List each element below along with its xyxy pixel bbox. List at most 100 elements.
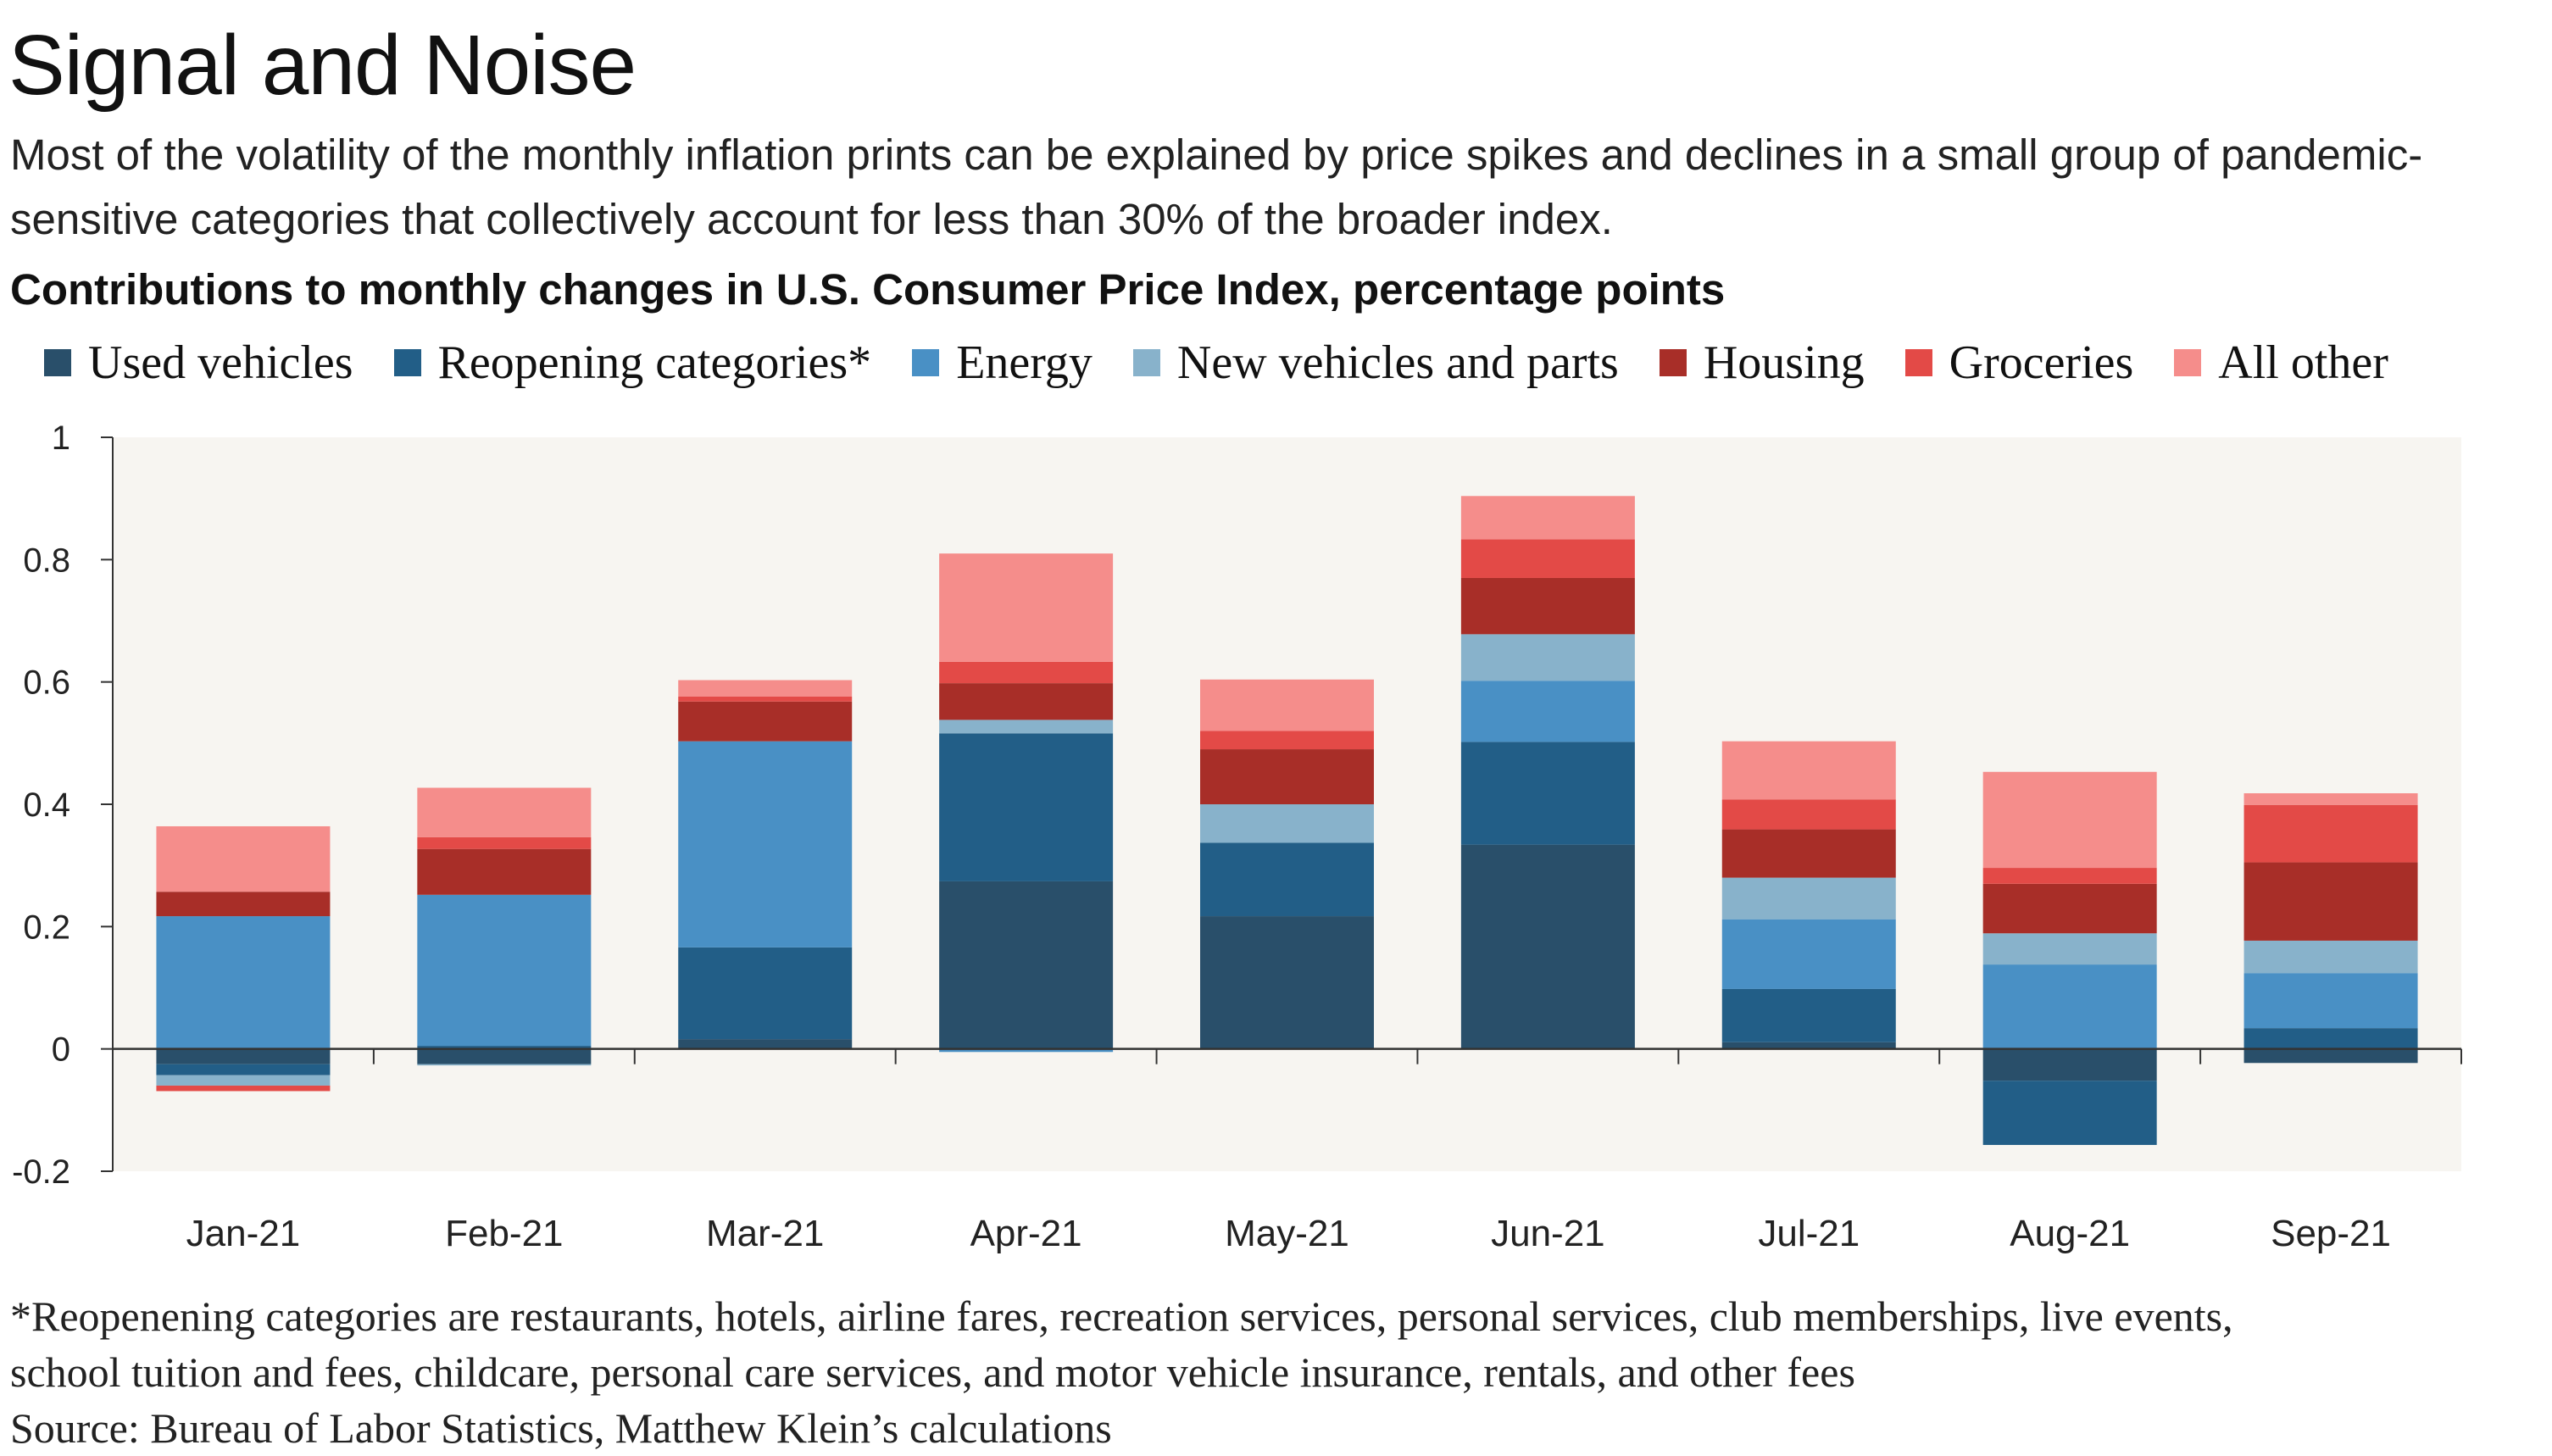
bar-segment-used-vehicles (2243, 1048, 2418, 1064)
y-tick-label: 0.4 (23, 786, 70, 824)
bar-segment-reopening-categories (2243, 1028, 2418, 1049)
bar-segment-all-other (417, 787, 592, 837)
bar-segment-reopening-categories (156, 1064, 331, 1075)
bar-segment-groceries (417, 836, 592, 849)
y-tick-label: 1 (52, 420, 70, 457)
bar-segment-all-other (1982, 771, 2157, 869)
legend-swatch (44, 349, 71, 376)
x-tick-label: Jan-21 (186, 1213, 301, 1254)
bar-segment-energy (2243, 973, 2418, 1029)
legend-label: Used vehicles (88, 336, 353, 389)
bar-segment-housing (1200, 749, 1374, 804)
footnote-line-1: *Reopenening categories are restaurants,… (10, 1292, 2233, 1340)
legend-item: Energy (912, 336, 1093, 390)
bar-segment-reopening-categories (939, 733, 1114, 881)
bar-segment-used-vehicles (1721, 1042, 1896, 1049)
source-note: Source: Bureau of Labor Statistics, Matt… (10, 1404, 1112, 1452)
bar-segment-housing (417, 848, 592, 895)
bar-segment-energy (939, 1048, 1114, 1053)
x-tick-label: May-21 (1225, 1213, 1349, 1254)
bar-segment-new-vehicles-and-parts (1721, 877, 1896, 920)
bar-segment-used-vehicles (1460, 844, 1635, 1049)
bar-segment-groceries (2243, 804, 2418, 863)
y-tick-label: -0.2 (12, 1153, 70, 1191)
bar-segment-all-other (1460, 496, 1635, 540)
bar-segment-all-other (2243, 793, 2418, 805)
bar-segment-new-vehicles-and-parts (156, 1075, 331, 1086)
bar-segment-new-vehicles-and-parts (417, 1064, 592, 1066)
bar-segment-housing (1721, 829, 1896, 878)
bar-segment-used-vehicles (1200, 916, 1374, 1049)
bar-segment-energy (1721, 919, 1896, 989)
chart-title: Signal and Noise (8, 18, 637, 113)
y-tick-label: 0.6 (23, 664, 70, 702)
legend-swatch (393, 349, 421, 376)
bar-segment-used-vehicles (1982, 1048, 2157, 1081)
bar-segment-housing (156, 892, 331, 917)
bar-segment-used-vehicles (417, 1048, 592, 1064)
bar-segment-housing (2243, 862, 2418, 941)
legend-label: All other (2218, 336, 2388, 389)
bar-segment-energy (678, 741, 853, 948)
bar-segment-all-other (1200, 679, 1374, 731)
legend-swatch (1132, 349, 1160, 376)
x-tick-label: Mar-21 (706, 1213, 824, 1254)
bar-segment-energy (417, 894, 592, 1047)
bar-segment-energy (1982, 964, 2157, 1049)
bar-segment-groceries (1982, 868, 2157, 884)
legend-swatch (1659, 349, 1687, 376)
bar-segment-reopening-categories (678, 947, 853, 1040)
legend-swatch (912, 349, 940, 376)
bar-segment-new-vehicles-and-parts (1460, 634, 1635, 681)
bar-segment-used-vehicles (156, 1048, 331, 1064)
legend-label: Reopening categories* (437, 336, 872, 389)
bar-segment-groceries (1200, 731, 1374, 750)
bar-segment-all-other (1721, 741, 1896, 800)
y-tick-label: 0.2 (23, 909, 70, 946)
bar-segment-energy (1460, 681, 1635, 742)
bar-segment-housing (939, 683, 1114, 720)
y-tick-label: 0.8 (23, 542, 70, 579)
legend-label: Housing (1703, 336, 1865, 389)
x-tick-label: Aug-21 (2010, 1213, 2130, 1254)
legend-item: Housing (1659, 336, 1865, 390)
x-tick-label: Apr-21 (970, 1213, 1082, 1254)
bar-segment-groceries (1721, 799, 1896, 830)
bar-segment-reopening-categories (417, 1046, 592, 1049)
x-tick-label: Jun-21 (1491, 1213, 1605, 1254)
legend-item: Reopening categories* (393, 336, 872, 390)
bar-segment-used-vehicles (939, 881, 1114, 1049)
bar-segment-reopening-categories (1721, 988, 1896, 1042)
bar-segment-groceries (939, 661, 1114, 684)
legend-label: New vehicles and parts (1176, 336, 1619, 389)
legend-item: Groceries (1904, 336, 2134, 390)
bar-segment-all-other (678, 680, 853, 697)
footnote: *Reopenening categories are restaurants,… (10, 1288, 2233, 1456)
legend-item: New vehicles and parts (1132, 336, 1619, 390)
bar-segment-reopening-categories (1982, 1081, 2157, 1145)
bar-segment-housing (678, 701, 853, 742)
bar-segment-reopening-categories (1460, 742, 1635, 845)
legend-item: Used vehicles (44, 336, 353, 390)
chart-subtitle: Most of the volatility of the monthly in… (10, 131, 2423, 243)
footnote-line-2: school tuition and fees, childcare, pers… (10, 1348, 1855, 1396)
bar-segment-used-vehicles (678, 1039, 853, 1049)
legend-swatch (2174, 349, 2202, 376)
bar-segment-new-vehicles-and-parts (939, 720, 1114, 734)
x-tick-label: Feb-21 (445, 1213, 563, 1254)
x-tick-label: Sep-21 (2271, 1213, 2391, 1254)
chart-heading: Contributions to monthly changes in U.S.… (10, 265, 1726, 314)
bar-segment-all-other (156, 825, 331, 892)
bar-segment-housing (1982, 883, 2157, 934)
bar-segment-groceries (156, 1085, 331, 1092)
bar-segment-groceries (1460, 539, 1635, 578)
x-tick-label: Jul-21 (1758, 1213, 1860, 1254)
bar-segment-new-vehicles-and-parts (1200, 804, 1374, 843)
y-tick-label: 0 (52, 1031, 70, 1069)
bar-segment-groceries (678, 696, 853, 702)
legend: Used vehicles Reopening categories* Energy… (44, 336, 2429, 390)
bar-segment-reopening-categories (1200, 842, 1374, 917)
legend-label: Energy (956, 336, 1093, 389)
legend-label: Groceries (1949, 336, 2134, 389)
